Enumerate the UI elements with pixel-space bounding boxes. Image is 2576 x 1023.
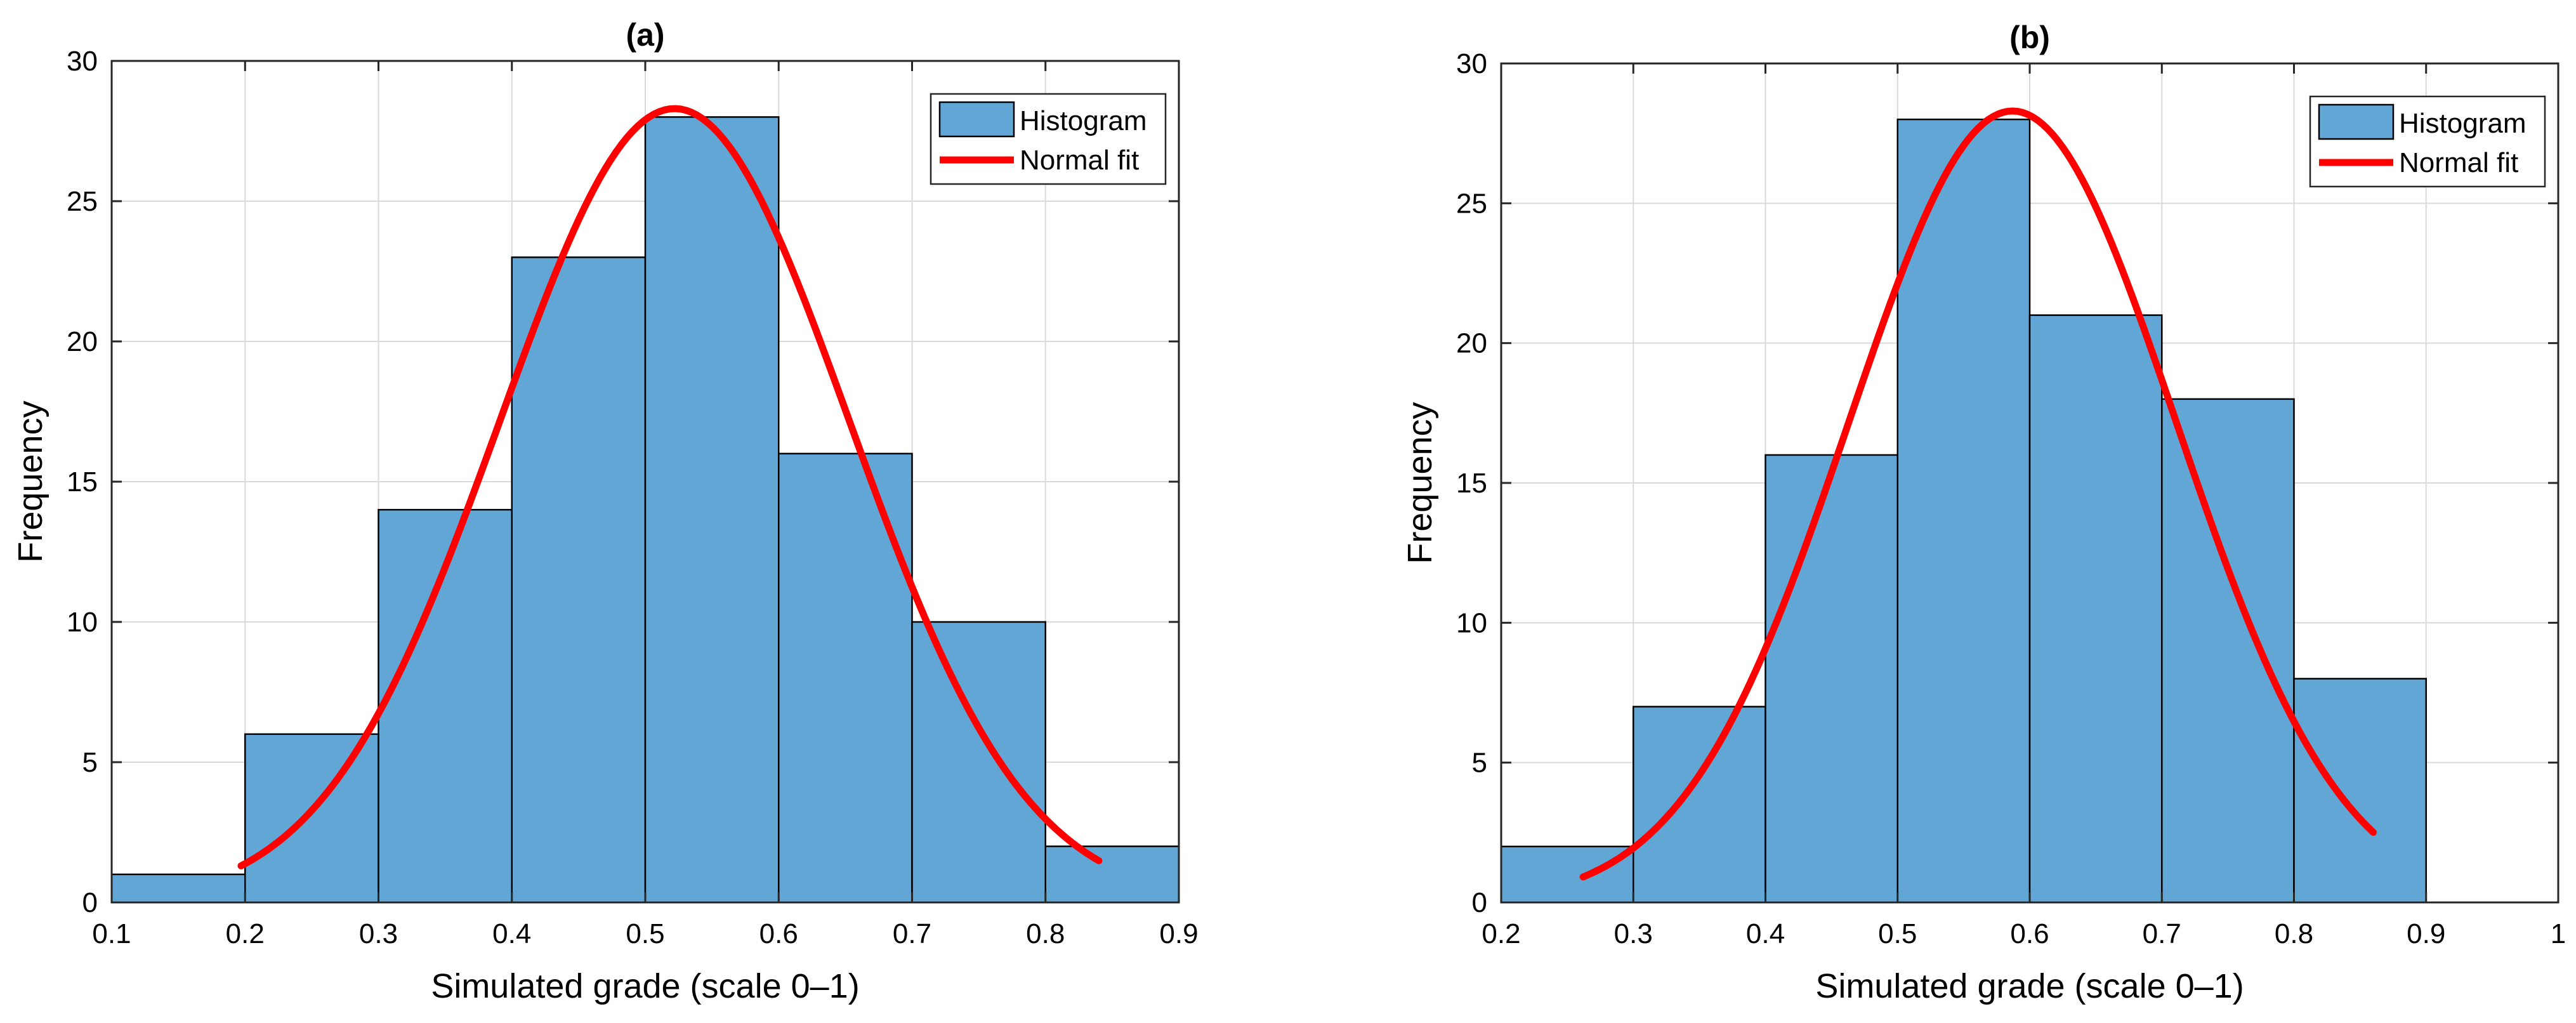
y-tick-label: 0 <box>1472 887 1487 918</box>
x-tick-label: 0.4 <box>1746 918 1785 949</box>
x-tick-label: 0.7 <box>893 918 931 949</box>
legend-label-normal-fit: Normal fit <box>2399 147 2518 178</box>
y-tick-label: 15 <box>1456 468 1487 499</box>
y-tick-label: 5 <box>82 747 98 778</box>
y-tick-label: 30 <box>67 46 98 77</box>
y-tick-label: 30 <box>1456 48 1487 79</box>
normal-fit-curve <box>1579 107 2377 881</box>
y-axis-label: Frequency <box>11 400 49 562</box>
histogram-bar <box>1764 454 1898 904</box>
x-tick-label: 0.3 <box>359 918 398 949</box>
legend-swatch-histogram <box>938 101 1015 138</box>
y-tick-label: 5 <box>1472 748 1487 779</box>
histogram-bar <box>2028 314 2163 904</box>
x-tick-label: 0.4 <box>492 918 531 949</box>
x-tick-label: 0.8 <box>1026 918 1065 949</box>
y-tick-label: 25 <box>67 186 98 217</box>
histogram-bar <box>1896 118 2031 904</box>
x-tick-label: 0.2 <box>1482 918 1520 949</box>
y-axis-label: Frequency <box>1401 402 1439 564</box>
x-tick-label: 0.2 <box>226 918 265 949</box>
histogram-bar <box>1633 706 1766 904</box>
panel-b: 0.2 0.3 0.4 0.5 0.6 0.7 0.8 0.9 1051015202530(b)… <box>1401 20 2566 1005</box>
histogram-bar <box>1044 845 1180 904</box>
legend-label-histogram: Histogram <box>1020 105 1147 136</box>
y-tick-label: 10 <box>67 607 98 638</box>
histogram-bar <box>778 452 913 904</box>
normal-fit-curve <box>237 105 1103 869</box>
x-tick-label: 0.9 <box>1159 918 1198 949</box>
histogram-bar <box>511 256 647 904</box>
histogram-bar <box>1500 845 1634 904</box>
x-tick-label: 0.5 <box>1878 918 1917 949</box>
x-tick-label: 0.9 <box>2407 918 2445 949</box>
histogram-bar <box>911 621 1046 904</box>
y-tick-label: 10 <box>1456 607 1487 638</box>
panel-a: 0.1 0.2 0.3 0.4 0.5 0.6 0.7 0.8 0.9 0 5 10 15 20 25 30 (… <box>11 17 1199 1005</box>
histogram-bar <box>2161 398 2295 904</box>
x-tick-label: 0.1 <box>92 918 131 949</box>
x-tick-label: 1 <box>2551 918 2566 949</box>
histogram-bar <box>244 733 379 904</box>
x-tick-label: 0.6 <box>2010 918 2049 949</box>
legend-swatch-histogram <box>2318 103 2395 140</box>
chart-title: (b) <box>2009 20 2050 55</box>
histogram-bar <box>2293 678 2427 904</box>
histogram-bar <box>110 873 246 904</box>
x-tick-label: 0.7 <box>2143 918 2181 949</box>
legend-label-histogram: Histogram <box>2399 108 2527 139</box>
x-tick-label: 0.3 <box>1614 918 1653 949</box>
x-axis-label: Simulated grade (scale 0–1) <box>1815 967 2244 1005</box>
y-tick-label: 25 <box>1456 188 1487 219</box>
histogram-bar <box>644 116 780 904</box>
chart-title: (a) <box>626 17 664 53</box>
x-tick-label: 0.5 <box>626 918 664 949</box>
y-tick-label: 0 <box>82 887 98 918</box>
y-tick-label: 15 <box>67 466 98 498</box>
y-tick-label: 20 <box>67 326 98 357</box>
legend-label-normal-fit: Normal fit <box>1020 145 1139 176</box>
x-tick-label: 0.6 <box>759 918 798 949</box>
x-tick-label: 0.8 <box>2275 918 2313 949</box>
y-tick-label: 20 <box>1456 328 1487 359</box>
x-axis-label: Simulated grade (scale 0–1) <box>431 967 859 1005</box>
